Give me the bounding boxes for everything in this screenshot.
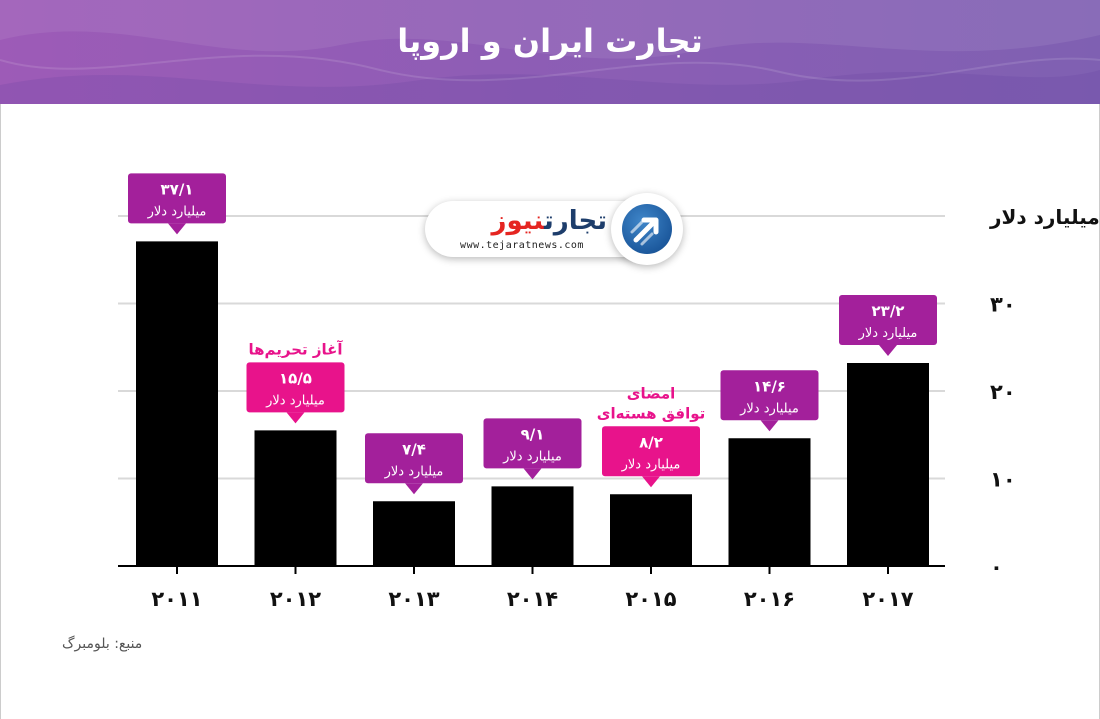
value-label-box [720, 370, 819, 421]
value-label-pointer [286, 412, 305, 424]
tejaratnews-logo: تجارتنیوز www.tejaratnews.com [425, 193, 683, 265]
y-tick-label: ۱۰ [990, 468, 1016, 492]
title-banner: تجارت ایران و اروپا [0, 0, 1100, 104]
arrow-circle-logo-icon [611, 193, 683, 265]
value-label-pointer [405, 483, 423, 495]
bar [491, 486, 574, 566]
x-tick-label: ۲۰۱۲ [270, 587, 321, 611]
data-label-unit: میلیارد دلار [739, 401, 799, 416]
source-note: منبع: بلومبرگ [62, 636, 143, 652]
page-title: تجارت ایران و اروپا [397, 22, 703, 60]
y-tick-label: ۳۰ [990, 293, 1016, 317]
bar-chart: ۰ ۱۰ ۲۰ ۳۰ ۴۰ میلیارد دلار ۲۰۱۱ ۳۷/۱ میلیارد دل… [118, 173, 1100, 611]
y-tick-label: ۰ [990, 555, 1003, 579]
event-annotation: توافق هسته‌ای [597, 404, 706, 422]
value-label-box [839, 295, 937, 345]
banner-wave-decoration [0, 0, 1100, 104]
frame-border-left [0, 104, 1, 719]
value-label-box [128, 173, 226, 224]
value-label-pointer [760, 420, 779, 432]
bar [847, 363, 929, 566]
event-annotation: امضای [627, 384, 676, 402]
data-label: ۱۵/۵ [279, 369, 312, 387]
y-tick-label: ۲۰ [990, 380, 1016, 404]
event-annotation: آغاز تحریم‌ها [248, 340, 343, 358]
value-label-pointer [523, 468, 542, 480]
data-label: ۸/۲ [639, 433, 663, 451]
data-label: ۲۳/۲ [872, 302, 905, 320]
x-tick-label: ۲۰۱۳ [388, 587, 439, 611]
data-label-unit: میلیارد دلار [147, 204, 207, 219]
value-label-box [365, 433, 463, 484]
x-tick-label: ۲۰۱۱ [151, 587, 202, 611]
bar [254, 430, 337, 566]
data-label: ۳۷/۱ [161, 180, 194, 198]
bar [373, 501, 455, 566]
x-tick-label: ۲۰۱۶ [744, 587, 795, 611]
data-label-unit: میلیارد دلار [384, 464, 444, 479]
x-tick-label: ۲۰۱۴ [507, 587, 558, 611]
logo-name: تجارتنیوز [437, 206, 608, 236]
value-label-box [483, 418, 582, 469]
value-label-pointer [168, 223, 186, 235]
value-label-box [602, 426, 700, 477]
logo-url: www.tejaratnews.com [460, 240, 584, 251]
data-label-unit: میلیارد دلار [502, 449, 562, 464]
data-label: ۱۴/۶ [753, 377, 786, 395]
bar [728, 438, 811, 566]
x-tick-label: ۲۰۱۷ [862, 587, 913, 611]
value-label-pointer [879, 345, 897, 356]
data-label: ۷/۴ [402, 440, 426, 458]
bar [610, 494, 692, 566]
y-tick-label: ۴۰ میلیارد دلار [989, 205, 1100, 229]
logo-name-accent: نیوز [491, 206, 545, 236]
x-tick-label: ۲۰۱۵ [625, 587, 676, 611]
data-label-unit: میلیارد دلار [265, 393, 325, 408]
bar [136, 241, 218, 566]
data-label: ۹/۱ [521, 425, 545, 443]
value-label-box [246, 362, 345, 413]
data-label-unit: میلیارد دلار [858, 326, 918, 341]
value-label-pointer [642, 476, 660, 488]
data-label-unit: میلیارد دلار [621, 457, 681, 472]
logo-name-main: تجارت [544, 206, 607, 236]
